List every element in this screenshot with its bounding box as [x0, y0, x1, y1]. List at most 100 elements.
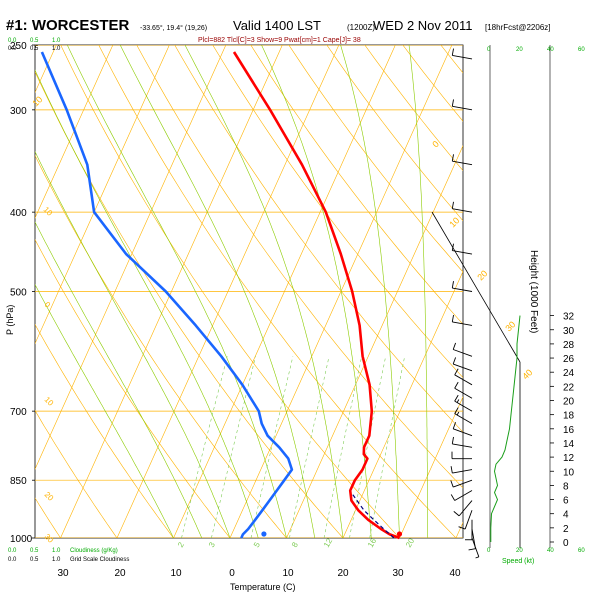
grid-cloud-tick-bottom-1: 0.5	[30, 557, 39, 563]
left-theta-label-4: 30	[43, 532, 56, 545]
wind-barb-22	[452, 105, 473, 111]
left-theta-label-0: 10	[42, 205, 55, 218]
height-axis-title: Height (1000 Feet)	[528, 250, 539, 333]
height-tick-0: 0	[563, 538, 569, 549]
theta-label-0: 10	[30, 94, 44, 108]
wind-barb-22-flag-0	[451, 99, 454, 107]
moist-adiabat-35	[408, 45, 429, 538]
left-theta-label-3: 20	[43, 490, 56, 503]
wind-barb-12-flag-0	[454, 394, 459, 402]
wind-barb-21	[452, 160, 473, 166]
height-tick-6: 6	[563, 496, 569, 507]
wind-barb-16-flag-0	[452, 342, 457, 350]
grid-cloud-tick-top-1: 0.5	[30, 46, 39, 52]
dry-adiabat--30	[35, 497, 61, 538]
isotherm--60	[35, 45, 114, 219]
height-tick-32: 32	[563, 312, 575, 323]
pressure-tick-500: 500	[10, 288, 27, 299]
cloud-tick-bottom-0: 0.0	[8, 548, 17, 554]
pressure-tick-1000: 1000	[10, 534, 33, 545]
moist-adiabat-30	[340, 45, 400, 538]
utc-time: (1200Z)	[347, 23, 375, 32]
isotherm--40	[35, 45, 227, 470]
isotherm--50	[35, 45, 170, 345]
mixing-ratio-5	[250, 356, 294, 538]
speed-axis-label: Speed (kt)	[502, 558, 534, 565]
dry-adiabat-10	[35, 154, 287, 538]
temp-tick-3: 0	[229, 568, 235, 579]
height-tick-30: 30	[563, 326, 575, 337]
dry-adiabat-90	[288, 45, 463, 273]
wind-barb-3-flag-0	[458, 526, 466, 530]
wind-barb-7	[452, 469, 473, 474]
height-tick-18: 18	[563, 411, 575, 422]
pressure-tick-250: 250	[10, 41, 27, 52]
surface-dewpoint-marker	[261, 531, 267, 537]
cloud-water-label: Cloudiness (g/Kg)	[70, 548, 118, 554]
dry-adiabat-150	[505, 31, 600, 556]
temp-tick-5: 20	[337, 568, 349, 579]
wind-barb-7-flag-0	[450, 466, 453, 474]
dry-adiabat--10	[35, 323, 174, 538]
isotherm-10	[286, 145, 463, 538]
wind-barb-9-flag-0	[451, 436, 454, 444]
dry-adiabat--20	[35, 409, 118, 538]
mixing-ratio-label-1: 3	[207, 540, 217, 549]
wind-barb-11-half	[456, 411, 460, 416]
theta-label-3: 20	[475, 268, 489, 282]
wind-barb-15	[453, 363, 473, 372]
speed-tick-bottom-3: 60	[578, 548, 585, 554]
wind-barb-20	[452, 208, 473, 213]
dry-adiabat-80	[250, 45, 463, 325]
wind-barb-15-flag-0	[452, 357, 457, 365]
valid-time: Valid 1400 LST	[233, 18, 321, 33]
plot-grid-clipped	[35, 31, 600, 556]
wind-barb-18	[452, 287, 473, 292]
dry-adiabat-50	[136, 45, 463, 489]
cloud-tick-top-1: 0.5	[30, 38, 39, 44]
wind-barb-23	[452, 55, 473, 60]
mixing-ratio-3	[211, 356, 256, 538]
grid-lines	[35, 31, 600, 556]
temp-tick-7: 40	[449, 568, 461, 579]
moist-adiabat-0	[35, 151, 231, 538]
dry-adiabat-0	[35, 238, 231, 538]
wind-barb-14-flag-0	[454, 368, 459, 376]
wind-barb-23-flag-0	[451, 48, 454, 56]
speed-tick-top-0: 0	[487, 47, 491, 53]
wind-barb-0-half	[475, 556, 479, 559]
theta-label-5: 40	[520, 367, 534, 381]
height-tick-28: 28	[563, 340, 575, 351]
speed-tick-top-1: 20	[516, 47, 523, 53]
mixing-ratio-label-2: 5	[252, 540, 262, 549]
height-tick-26: 26	[563, 354, 575, 365]
wind-barb-10	[453, 428, 473, 437]
dry-adiabat-130	[440, 45, 463, 74]
isotherm-40	[455, 521, 463, 538]
speed-tick-bottom-1: 20	[516, 548, 523, 554]
x-axis-title: Temperature (C)	[230, 582, 296, 592]
isotherm-0	[229, 45, 453, 538]
isotherm--10	[173, 45, 396, 538]
height-tick-4: 4	[563, 510, 569, 521]
speed-tick-bottom-2: 40	[547, 548, 554, 554]
height-tick-14: 14	[563, 439, 575, 450]
wind-barb-13-flag-0	[454, 381, 459, 389]
height-tick-10: 10	[563, 467, 575, 478]
left-theta-label-1: 0	[43, 300, 53, 310]
wind-speed-panel	[431, 45, 551, 548]
wind-barb-6	[453, 479, 473, 488]
stability-indices: Plcl=882 Tlcl[C]=3 Show=9 Pwat[cm]=1 Cap…	[198, 37, 361, 44]
wind-barb-12	[454, 400, 473, 412]
moist-adiabat-25	[261, 45, 372, 538]
theta-label-1: 0	[430, 139, 441, 150]
wind-barb-10-flag-0	[452, 422, 457, 430]
wind-barb-13	[454, 387, 473, 399]
pressure-tick-850: 850	[10, 476, 27, 487]
wind-barb-5	[454, 490, 473, 501]
series-dewpoint-line	[40, 51, 294, 539]
moist-adiabat--5	[35, 221, 203, 538]
